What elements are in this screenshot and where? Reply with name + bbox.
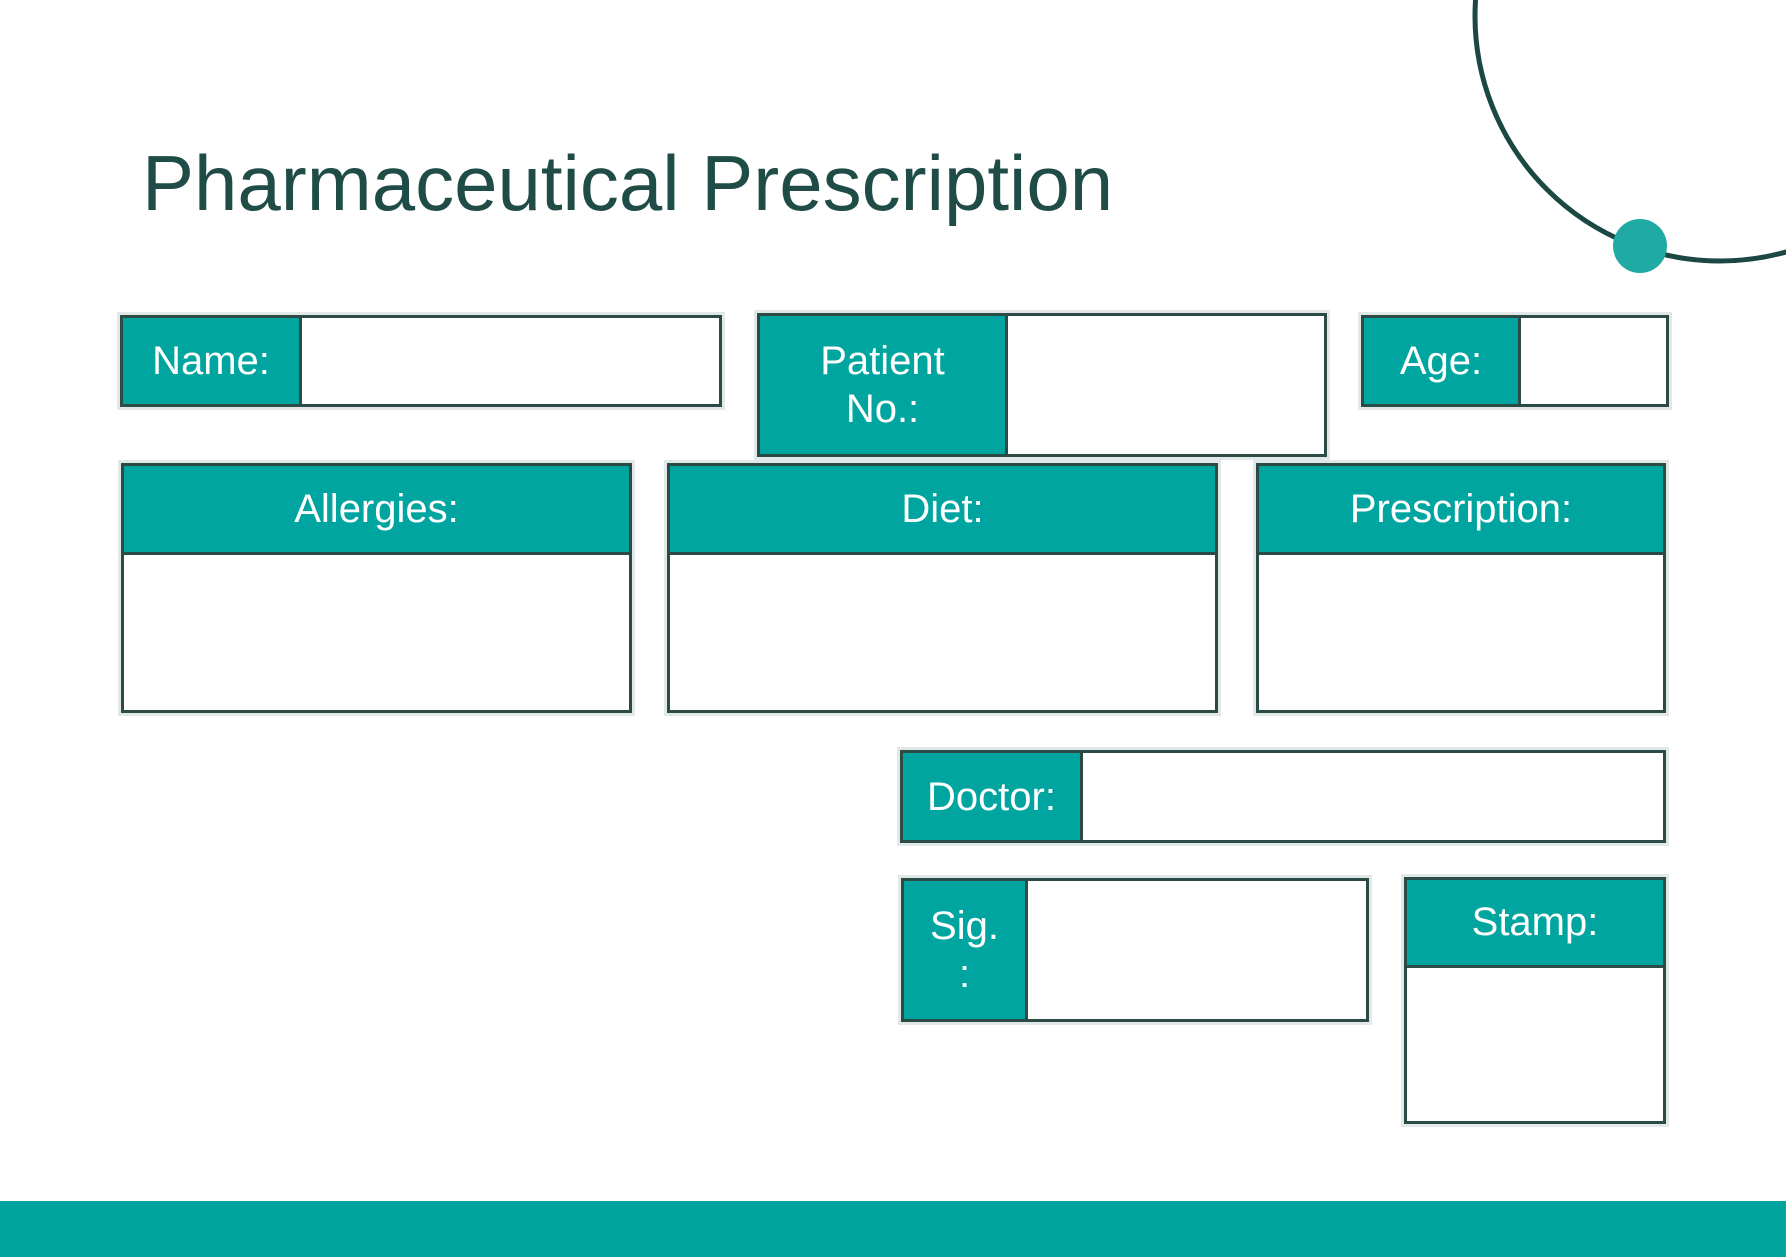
diet-section: Diet: (664, 460, 1221, 716)
stamp-section: Stamp: (1401, 874, 1669, 1127)
sig-label-line2: : (958, 952, 971, 996)
page-title: Pharmaceutical Prescription (142, 139, 1114, 227)
age-field: Age: (1358, 312, 1672, 410)
sig-field: Sig. : (898, 875, 1372, 1025)
allergies-section: Allergies: (118, 460, 635, 716)
doctor-field: Doctor: (897, 747, 1669, 846)
name-field: Name: (117, 312, 725, 410)
diet-input[interactable] (667, 555, 1218, 713)
patient-no-label: Patient No.: (757, 313, 1008, 457)
decorative-arc-icon (1472, 0, 1786, 264)
prescription-section: Prescription: (1253, 460, 1669, 716)
circle-decoration (1472, 0, 1786, 273)
patient-no-label-line2: No.: (845, 387, 920, 431)
patient-no-label-line1: Patient (820, 339, 945, 383)
prescription-header: Prescription: (1256, 463, 1666, 555)
footer-bar (0, 1201, 1786, 1257)
decorative-dot-icon (1613, 219, 1667, 273)
stamp-header: Stamp: (1404, 877, 1666, 968)
prescription-input[interactable] (1256, 555, 1666, 713)
age-input[interactable] (1521, 315, 1669, 407)
name-label: Name: (120, 315, 302, 407)
sig-input[interactable] (1028, 878, 1369, 1022)
patient-no-input[interactable] (1008, 313, 1327, 457)
stamp-input[interactable] (1404, 968, 1666, 1124)
patient-no-field: Patient No.: (754, 310, 1330, 460)
allergies-header: Allergies: (121, 463, 632, 555)
name-input[interactable] (302, 315, 722, 407)
sig-label-line1: Sig. (930, 904, 999, 948)
allergies-input[interactable] (121, 555, 632, 713)
age-label: Age: (1361, 315, 1521, 407)
sig-label: Sig. : (901, 878, 1028, 1022)
diet-header: Diet: (667, 463, 1218, 555)
doctor-label: Doctor: (900, 750, 1083, 843)
doctor-input[interactable] (1083, 750, 1666, 843)
